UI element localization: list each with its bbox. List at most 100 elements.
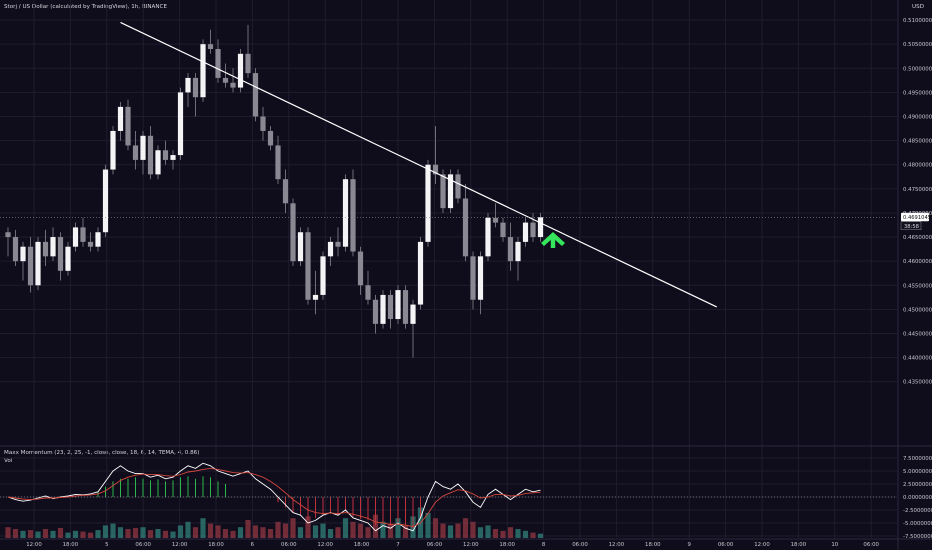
volume-bar [500,530,506,538]
volume-bar [162,530,169,538]
candle [357,246,364,295]
time-tick-label: 12:00 [317,542,333,548]
candle [447,169,454,213]
candlestick-series [5,24,544,358]
volume-bar [312,525,319,538]
volume-bar [50,530,56,538]
volume-bar [230,530,236,538]
volume-bar [372,514,379,538]
currency-label: USD [912,4,924,10]
candle [282,169,289,213]
volume-bar [95,530,101,538]
candle-body [462,198,469,257]
grid [0,0,897,538]
time-tick-label: 18:00 [63,542,79,548]
volume-bar [260,527,266,538]
candle [125,99,131,151]
volume-bar [485,525,491,538]
volume-bar [170,531,176,538]
candle-body [237,53,244,88]
candle [155,145,161,180]
volume-bar [275,521,281,538]
volume-bar [522,530,529,538]
countdown-value: 38:58 [904,224,919,230]
time-tick-label: 10 [831,542,838,548]
candle [27,237,34,293]
volume-bar [447,525,454,538]
candle-body [87,241,94,247]
candle-body [155,150,161,175]
volume-bar [102,525,109,538]
countdown-badge [900,221,922,231]
candle [267,126,274,151]
volume-bar [110,523,116,538]
candle [320,251,326,300]
candle [57,232,64,281]
volume-bar [72,530,79,538]
candle [530,212,536,242]
candle [327,237,334,266]
candle-body [500,222,506,238]
volume-bar [117,527,124,538]
time-tick-label: 06:00 [427,542,443,548]
candle-body [80,227,86,242]
volume-bar [222,529,229,538]
volume-bar [342,518,349,538]
trendline[interactable] [120,21,718,308]
candle [147,126,154,180]
volume-bar [185,521,191,538]
time-tick-label: 9 [687,542,691,548]
chart-title: Storj / US Dollar (calculated by Trading… [4,4,167,10]
volume-bar [365,527,371,538]
time-tick-label: 7 [396,542,399,548]
volume-bar [155,529,161,538]
candle [380,290,386,329]
candle [477,251,484,315]
candle-body [410,304,416,324]
candle-body [312,294,319,300]
candle-body [35,241,41,286]
time-tick-label: 18:00 [208,542,224,548]
volume-bar [147,530,154,538]
volume-bar [207,523,214,538]
volume-bar [537,533,544,538]
volume-bar [20,530,26,538]
candle-body [455,174,461,199]
candle [387,290,394,329]
candle [65,241,71,276]
candle [537,212,544,242]
candle-body [425,164,431,242]
candle [200,39,206,103]
candle-body [57,237,64,271]
volume-bar [327,529,334,538]
candle [395,285,401,324]
candle-body [417,241,424,305]
candle-body [440,174,446,209]
volume-bar [432,518,439,538]
candle-body [140,135,146,160]
volume-bar [177,525,184,538]
candle [185,73,191,107]
time-tick-label: 6 [251,542,255,548]
candle-body [447,174,454,209]
momentum-tick-label: 5.00000000 [903,469,932,475]
volume-bar [335,527,341,538]
candle-body [342,179,349,247]
time-tick-label: 8 [542,542,546,548]
candle [425,159,431,247]
candle [372,294,379,334]
candle [417,237,424,310]
volume-bar [320,523,326,538]
volume-label: Vol [4,458,13,464]
candle [470,251,476,310]
candle-body [177,92,184,156]
candle-body [282,179,289,204]
candle-body [275,145,281,180]
candle [455,169,461,204]
